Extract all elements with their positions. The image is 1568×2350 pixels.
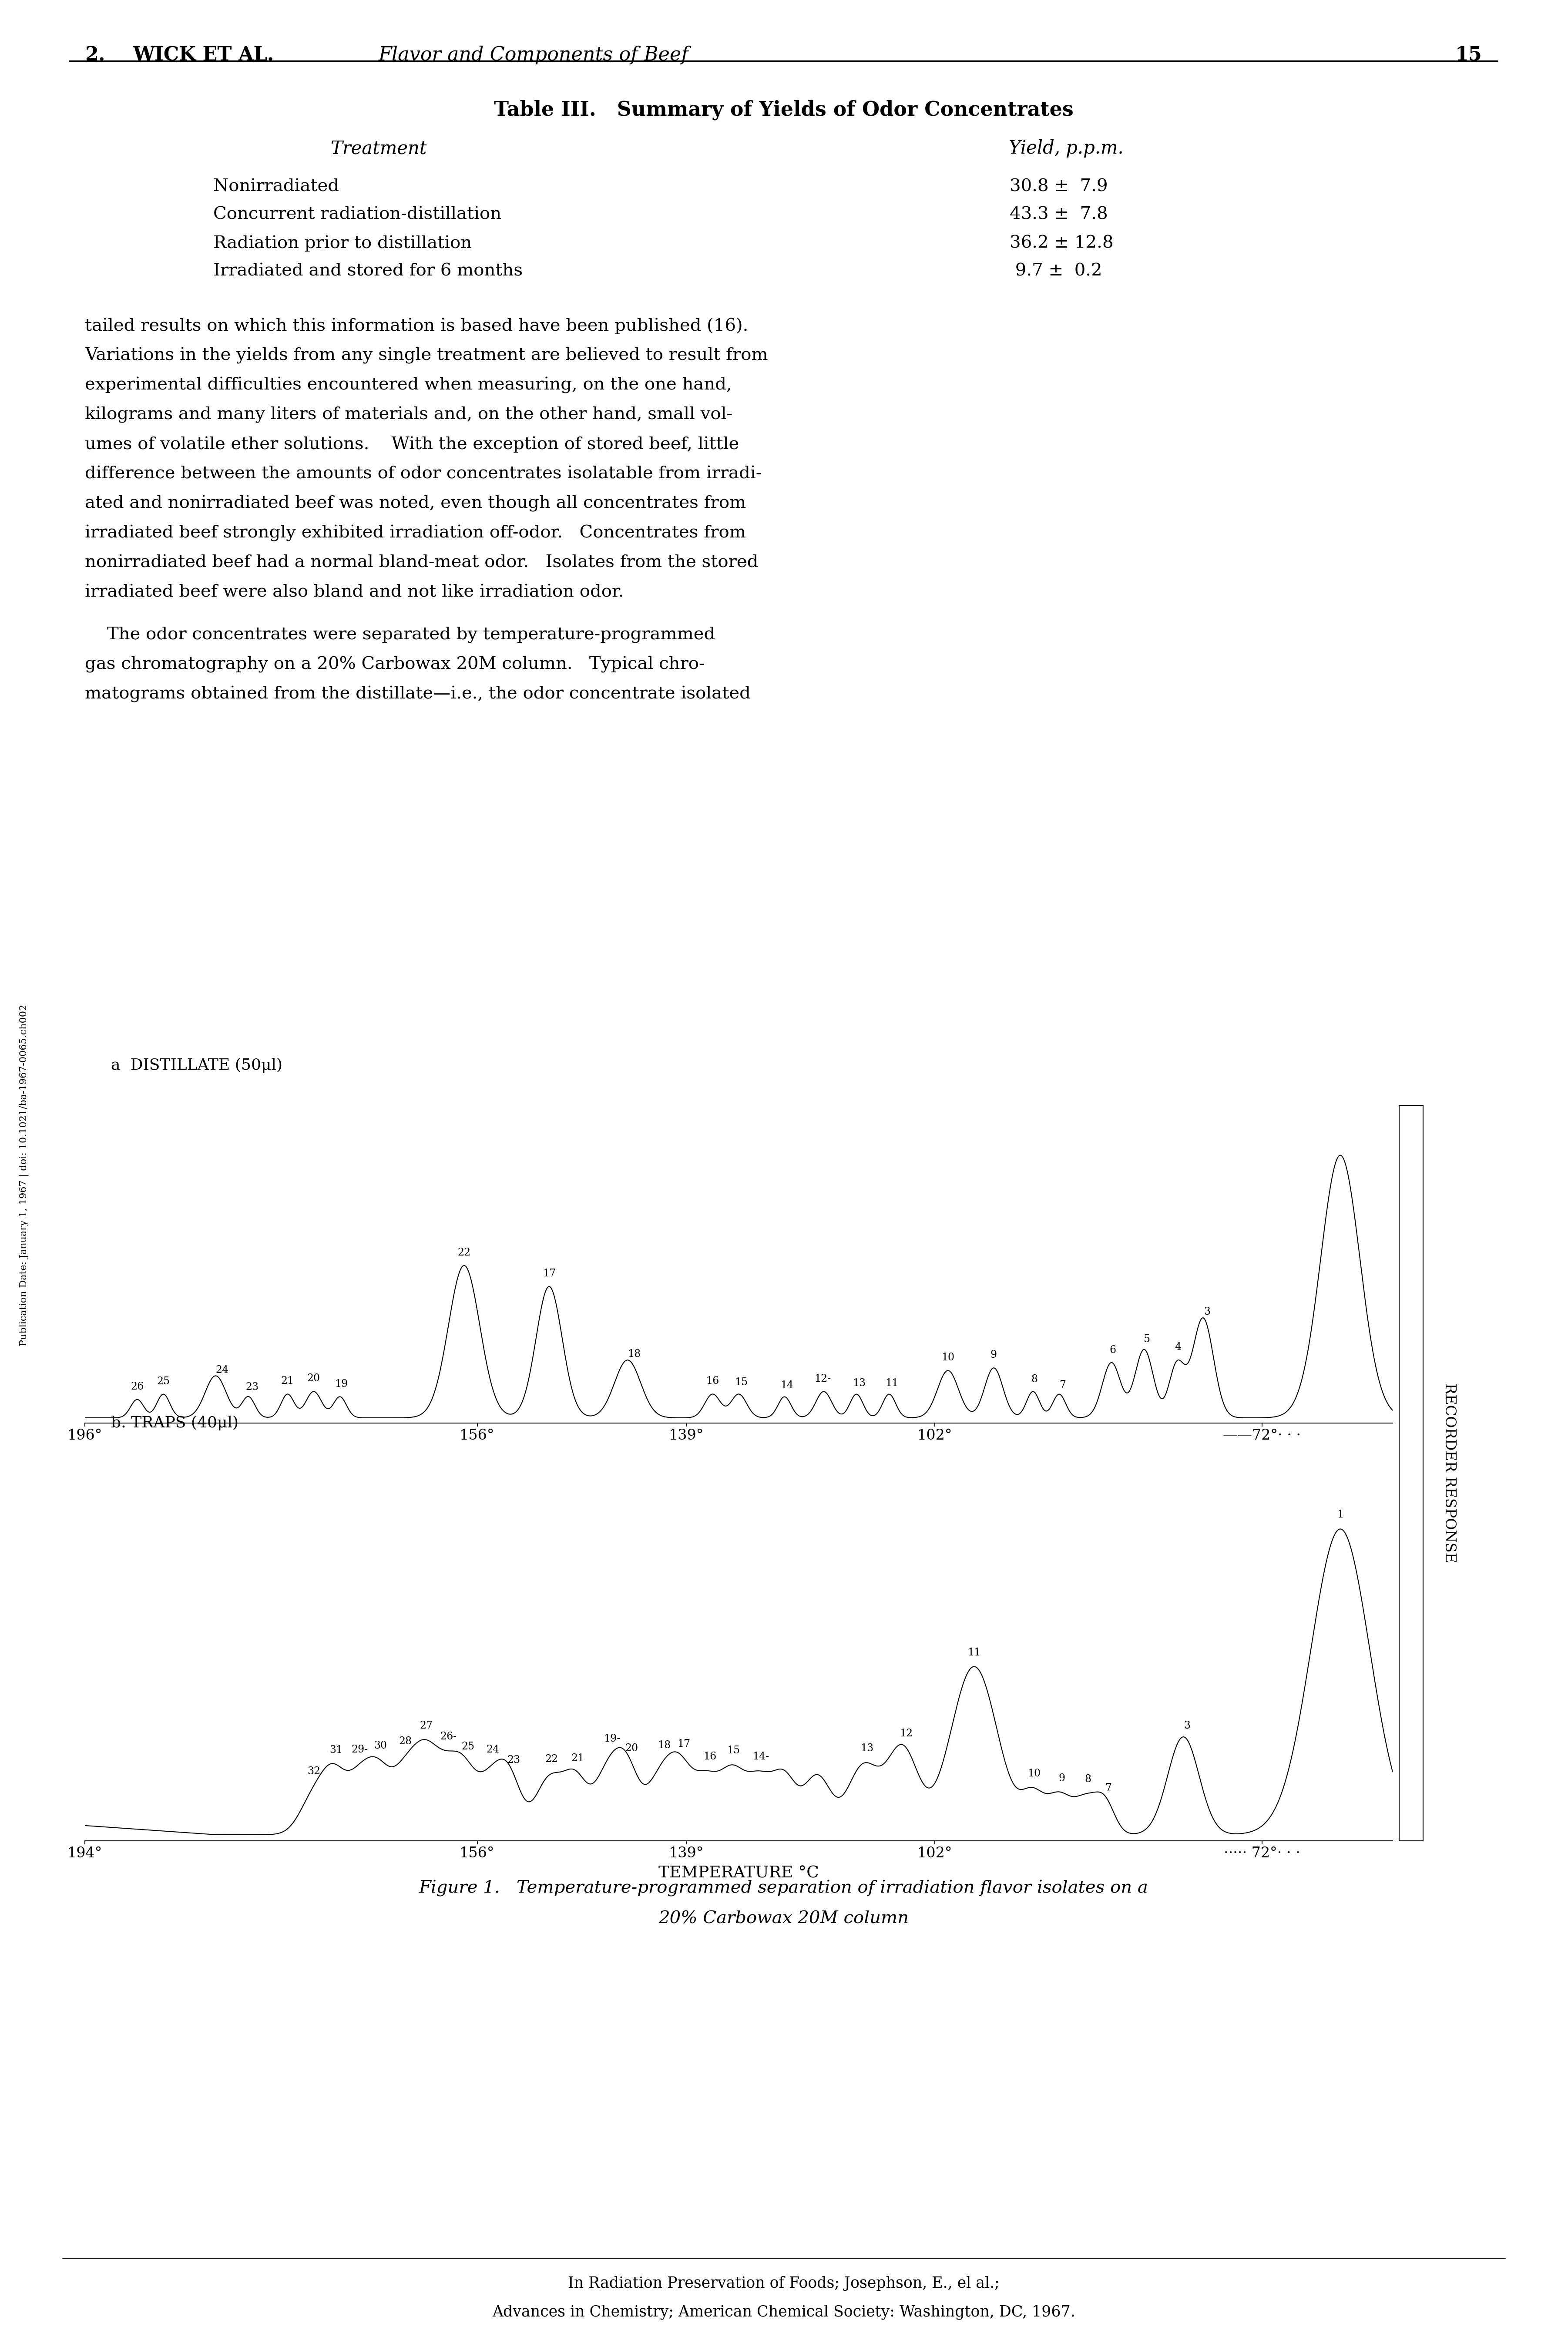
Text: Figure 1.   Temperature-programmed separation of irradiation flavor isolates on : Figure 1. Temperature-programmed separat… [419,1880,1148,1896]
Text: In Radiation Preservation of Foods; Josephson, E., el al.;: In Radiation Preservation of Foods; Jose… [568,2277,999,2291]
Text: 18: 18 [627,1349,641,1358]
Text: 10: 10 [1027,1770,1041,1779]
Text: 31: 31 [329,1746,342,1755]
Text: 1: 1 [1338,1509,1344,1520]
Text: 9: 9 [991,1349,997,1361]
Text: 19-: 19- [604,1734,621,1744]
Text: Variations in the yields from any single treatment are believed to result from: Variations in the yields from any single… [85,348,768,364]
Bar [1399,1104,1424,1840]
Text: 17: 17 [677,1739,690,1748]
Text: 12-: 12- [814,1375,831,1384]
Text: 8: 8 [1032,1375,1038,1384]
Text: experimental difficulties encountered when measuring, on the one hand,: experimental difficulties encountered wh… [85,376,732,392]
Text: 4: 4 [1174,1342,1181,1351]
Text: irradiated beef were also bland and not like irradiation odor.: irradiated beef were also bland and not … [85,585,624,599]
Text: 32: 32 [307,1767,320,1777]
Text: irradiated beef strongly exhibited irradiation off-odor.   Concentrates from: irradiated beef strongly exhibited irrad… [85,524,746,540]
Text: 2.: 2. [85,45,105,63]
Text: 7: 7 [1105,1784,1112,1793]
Text: 25: 25 [461,1741,475,1751]
Text: Table III.   Summary of Yields of Odor Concentrates: Table III. Summary of Yields of Odor Con… [494,101,1074,120]
Text: tailed results on which this information is based have been published (16).: tailed results on which this information… [85,317,748,334]
Text: 19: 19 [334,1379,348,1389]
Text: kilograms and many liters of materials and, on the other hand, small vol-: kilograms and many liters of materials a… [85,407,732,423]
Text: 28: 28 [398,1737,412,1746]
Text: Treatment: Treatment [331,139,426,157]
Text: Irradiated and stored for 6 months: Irradiated and stored for 6 months [213,263,522,280]
Text: Nonirradiated: Nonirradiated [213,179,339,195]
Text: 43.3 ±  7.8: 43.3 ± 7.8 [1010,207,1109,223]
Text: a  DISTILLATE (50μl): a DISTILLATE (50μl) [111,1058,282,1072]
Text: WICK ET AL.: WICK ET AL. [133,45,274,63]
Text: umes of volatile ether solutions.    With the exception of stored beef, little: umes of volatile ether solutions. With t… [85,437,739,451]
Text: difference between the amounts of odor concentrates isolatable from irradi-: difference between the amounts of odor c… [85,465,762,482]
Text: The odor concentrates were separated by temperature-programmed: The odor concentrates were separated by … [85,627,715,644]
Text: 14: 14 [781,1379,793,1391]
Text: 15: 15 [735,1377,748,1386]
Text: 36.2 ± 12.8: 36.2 ± 12.8 [1010,235,1113,251]
Text: 22: 22 [546,1755,558,1765]
Text: b. TRAPS (40μl): b. TRAPS (40μl) [111,1415,238,1431]
Text: gas chromatography on a 20% Carbowax 20M column.   Typical chro-: gas chromatography on a 20% Carbowax 20M… [85,656,706,672]
Text: 3: 3 [1204,1307,1210,1316]
Text: 30: 30 [373,1741,387,1751]
Text: 20: 20 [626,1744,638,1753]
Text: 16: 16 [704,1751,717,1762]
Text: 7: 7 [1060,1379,1066,1391]
Text: 26-: 26- [441,1732,456,1741]
Text: nonirradiated beef had a normal bland-meat odor.   Isolates from the stored: nonirradiated beef had a normal bland-me… [85,555,759,571]
Text: 26: 26 [130,1382,144,1391]
Text: 10: 10 [941,1354,955,1363]
Text: 17: 17 [543,1269,555,1278]
Text: 24: 24 [215,1365,229,1375]
Text: RECORDER RESPONSE: RECORDER RESPONSE [1443,1384,1457,1563]
Text: 11: 11 [886,1377,898,1389]
Text: 20: 20 [307,1375,320,1384]
Text: 9.7 ±  0.2: 9.7 ± 0.2 [1010,263,1102,280]
Text: 23: 23 [508,1755,521,1765]
Text: Concurrent radiation-distillation: Concurrent radiation-distillation [213,207,502,223]
Text: 23: 23 [246,1382,259,1391]
Text: 13: 13 [861,1744,873,1753]
Text: 15: 15 [1455,45,1482,63]
Text: 15: 15 [728,1746,740,1755]
Text: matograms obtained from the distillate—i.e., the odor concentrate isolated: matograms obtained from the distillate—i… [85,686,751,703]
Text: 12: 12 [900,1730,913,1739]
Text: 11: 11 [967,1647,980,1657]
Text: Advances in Chemistry; American Chemical Society: Washington, DC, 1967.: Advances in Chemistry; American Chemical… [492,2305,1076,2319]
Text: 6: 6 [1110,1344,1116,1356]
Text: 29-: 29- [351,1744,368,1755]
Text: 22: 22 [458,1248,470,1257]
Text: 27: 27 [420,1720,433,1730]
Text: ated and nonirradiated beef was noted, even though all concentrates from: ated and nonirradiated beef was noted, e… [85,496,746,512]
Text: 30.8 ±  7.9: 30.8 ± 7.9 [1010,179,1109,195]
Text: 9: 9 [1058,1774,1065,1784]
Text: Publication Date: January 1, 1967 | doi: 10.1021/ba-1967-0065.ch002: Publication Date: January 1, 1967 | doi:… [19,1003,28,1347]
Text: 21: 21 [281,1377,295,1386]
Text: 20% Carbowax 20M column: 20% Carbowax 20M column [659,1911,909,1927]
Text: Flavor and Components of Beef: Flavor and Components of Beef [378,45,688,63]
Text: Yield, p.p.m.: Yield, p.p.m. [1008,139,1124,157]
Text: 8: 8 [1085,1774,1091,1784]
Text: 21: 21 [571,1753,585,1762]
X-axis label: TEMPERATURE °C: TEMPERATURE °C [659,1866,818,1880]
Text: 14-: 14- [753,1751,770,1762]
Text: Radiation prior to distillation: Radiation prior to distillation [213,235,472,251]
Text: 3: 3 [1184,1720,1190,1730]
Text: 5: 5 [1143,1335,1149,1344]
Text: 24: 24 [486,1744,500,1755]
Text: 13: 13 [853,1377,866,1389]
Text: 16: 16 [706,1377,720,1386]
Text: 18: 18 [657,1741,671,1751]
Text: 25: 25 [157,1377,169,1386]
